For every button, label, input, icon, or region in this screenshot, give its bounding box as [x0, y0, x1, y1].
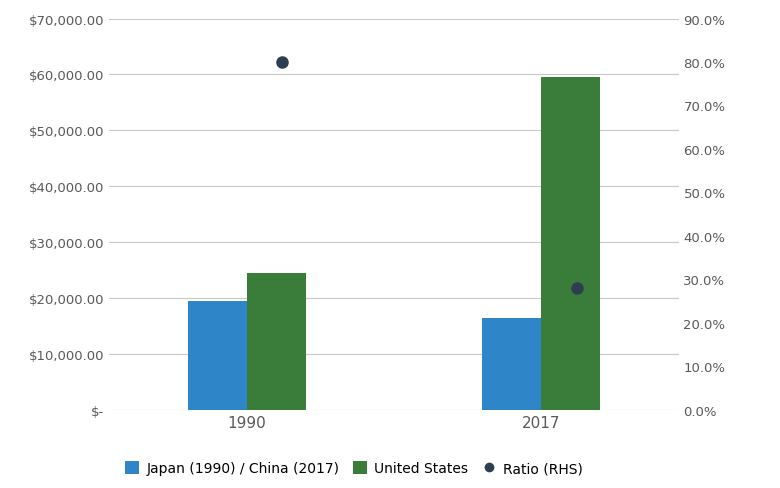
Bar	[188, 301, 246, 410]
Bar	[482, 318, 541, 410]
Bar	[246, 273, 306, 410]
Bar	[541, 78, 600, 410]
Legend: Japan (1990) / China (2017), United States, Ratio (RHS): Japan (1990) / China (2017), United Stat…	[120, 456, 588, 481]
